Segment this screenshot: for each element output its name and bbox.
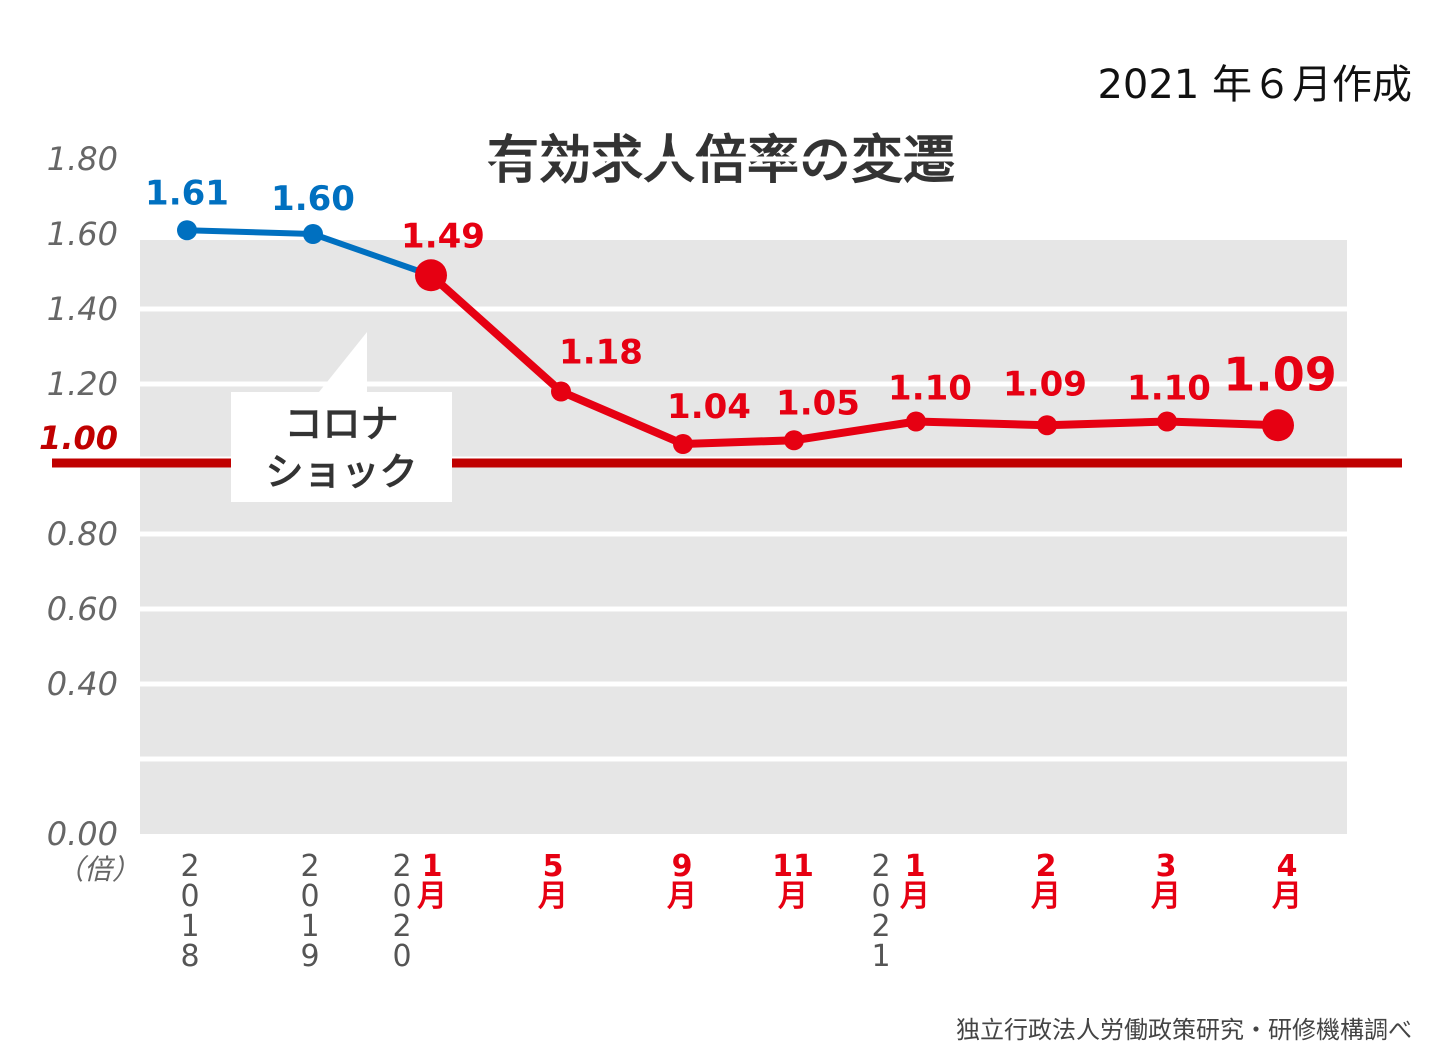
month-suffix: 月 (900, 879, 930, 914)
data-label: 1.61 (145, 173, 229, 213)
data-point (177, 220, 197, 241)
data-point (415, 259, 447, 292)
data-point (1037, 415, 1057, 436)
month-suffix: 月 (417, 879, 447, 914)
y-tick-label: 1.40 (47, 290, 118, 328)
month-suffix: 月 (538, 879, 568, 914)
data-label: 1.60 (271, 179, 355, 219)
data-label: 1.49 (401, 216, 485, 256)
month-number: 2 (1035, 849, 1057, 884)
month-number: 1 (421, 849, 443, 884)
data-point (784, 430, 804, 451)
month-number: 11 (772, 849, 814, 884)
data-point (551, 381, 571, 402)
data-point (673, 434, 693, 454)
year-label-2019: 2 0 1 9 (300, 849, 320, 974)
month-suffix: 月 (778, 879, 808, 914)
month-number: 1 (904, 849, 926, 884)
series-line-red (428, 272, 1279, 448)
month-number: 5 (542, 849, 564, 884)
data-point (1157, 411, 1177, 432)
month-suffix: 月 (1272, 879, 1302, 914)
data-label: 1.18 (559, 333, 643, 373)
month-number: 3 (1155, 849, 1177, 884)
reference-line-label: 1.00 (39, 419, 118, 457)
data-label: 1.10 (1127, 369, 1211, 409)
month-suffix: 月 (1031, 879, 1061, 914)
source-note: 独立行政法人労働政策研究・研修機構調べ (956, 1016, 1412, 1044)
corona-shock-callout: コロナ ショック (231, 332, 452, 502)
y-tick-label: 1.80 (47, 140, 118, 178)
data-label: 1.04 (667, 387, 751, 427)
data-point (303, 224, 323, 244)
callout-line1: コロナ (284, 402, 399, 446)
data-label: 1.09 (1003, 364, 1087, 404)
y-tick-label: 1.60 (47, 215, 118, 253)
y-tick-label: 1.20 (47, 365, 118, 403)
data-point (1262, 409, 1294, 442)
y-tick-label: 0.60 (47, 590, 118, 628)
year-label-2020: 2 0 2 0 (392, 849, 412, 974)
year-label-2018: 2 0 1 8 (180, 849, 200, 974)
month-suffix: 月 (1151, 879, 1181, 914)
callout-line2: ショック (265, 450, 418, 494)
data-point (906, 411, 926, 432)
creation-date-label: 2021 年６月作成 (1097, 62, 1412, 108)
month-number: 4 (1276, 849, 1298, 884)
month-label: 11 月 (763, 852, 823, 912)
year-label-2021: 2 0 2 1 (871, 849, 891, 974)
month-suffix: 月 (667, 879, 697, 914)
data-label: 1.05 (776, 383, 860, 423)
data-label: 1.10 (888, 369, 972, 409)
month-number: 9 (671, 849, 693, 884)
data-label: 1.09 (1223, 347, 1337, 401)
y-axis-unit-label: （倍） (56, 853, 141, 886)
y-tick-label: 0.40 (47, 665, 118, 703)
y-tick-label: 0.00 (47, 815, 118, 853)
plot-background (140, 240, 1347, 834)
y-tick-label: 0.80 (47, 515, 118, 553)
